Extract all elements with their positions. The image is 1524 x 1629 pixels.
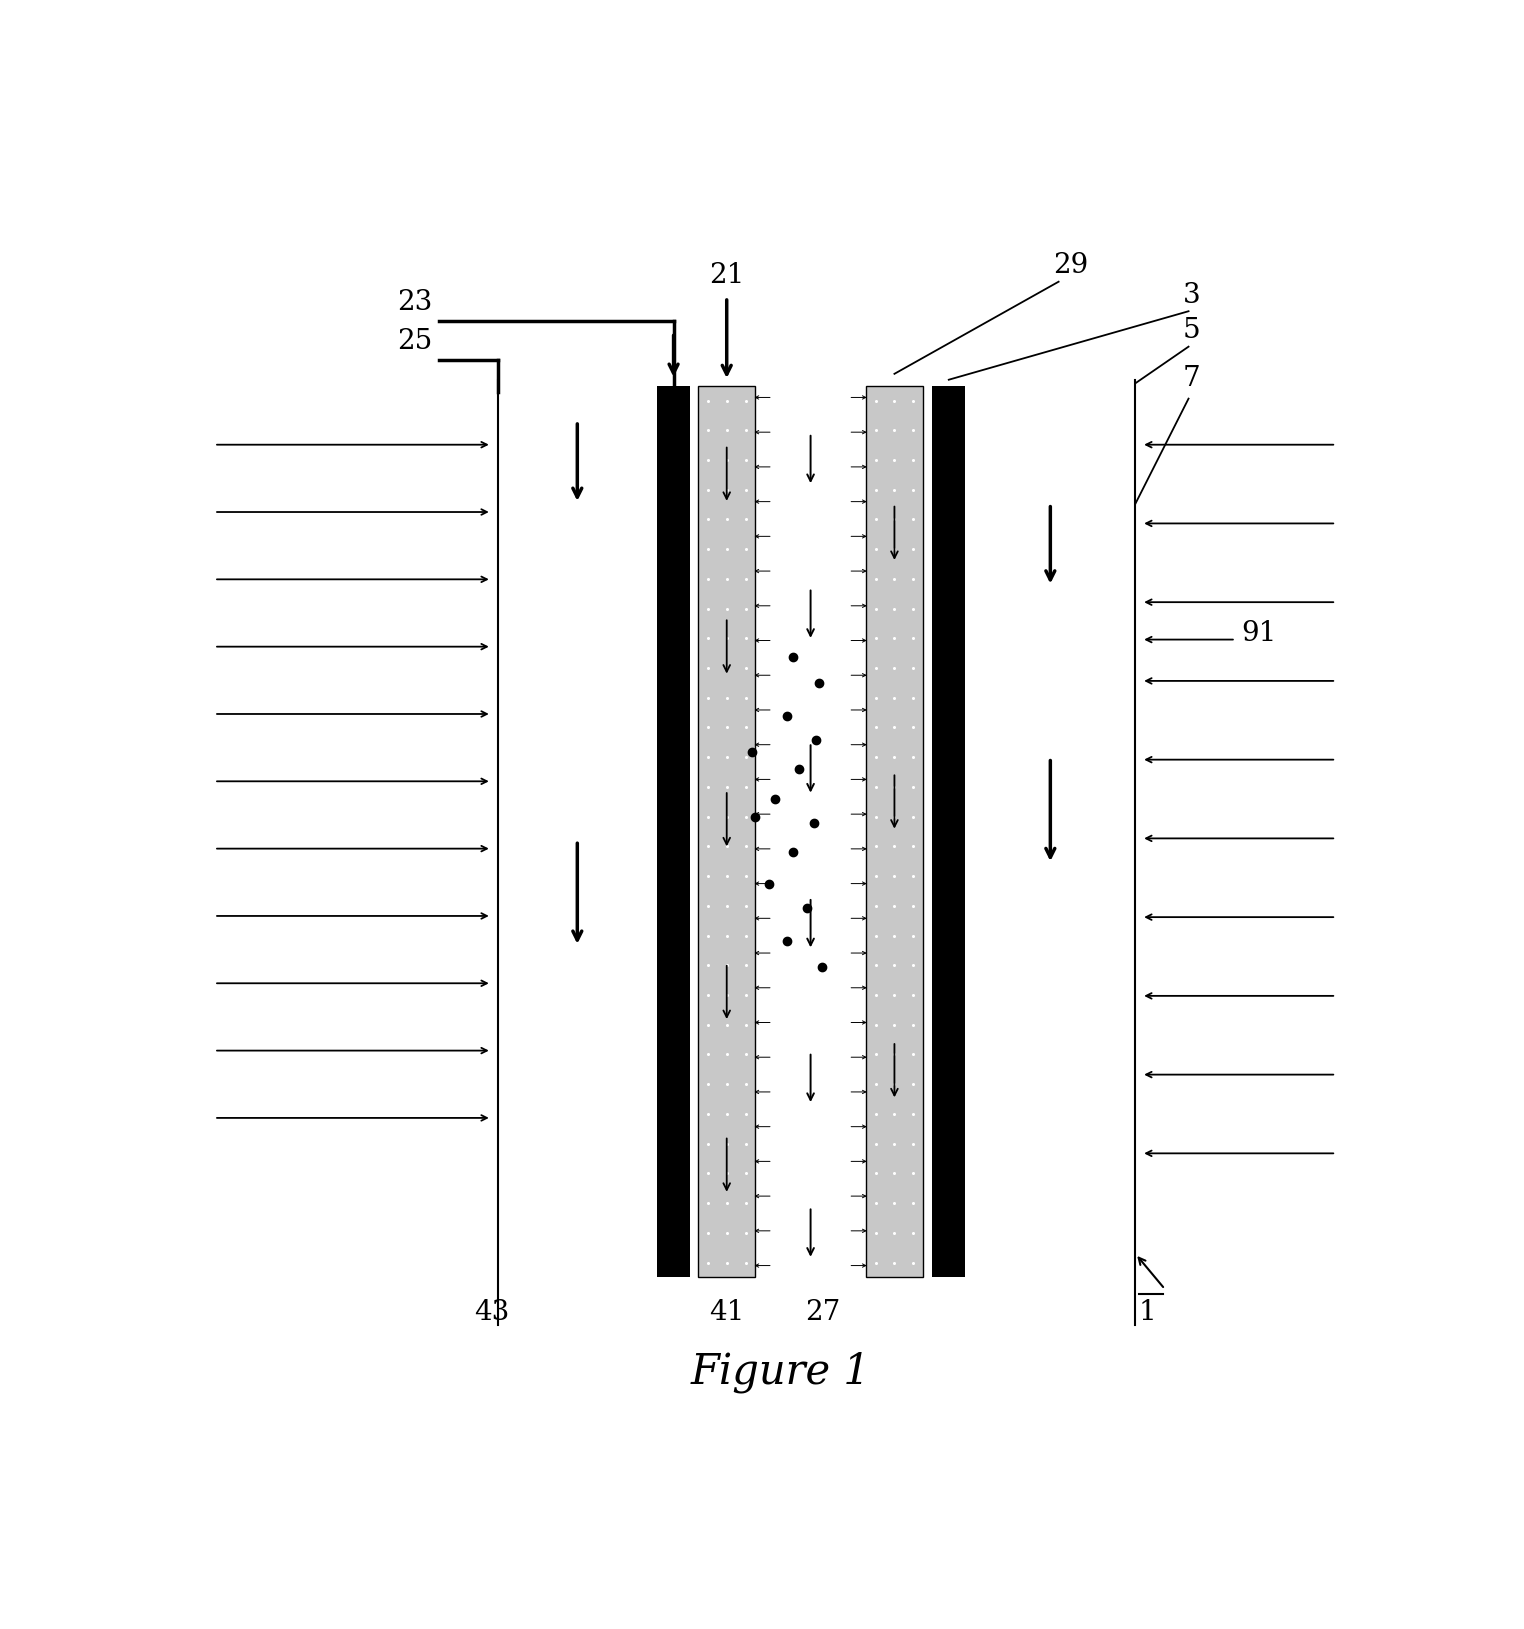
Text: 91: 91 <box>1242 621 1277 647</box>
Text: 23: 23 <box>398 288 433 316</box>
Bar <box>866 386 924 1277</box>
Text: 29: 29 <box>1053 252 1088 279</box>
Text: 1: 1 <box>1138 1298 1157 1326</box>
Bar <box>698 386 754 1277</box>
Text: 3: 3 <box>1183 282 1201 310</box>
Text: 7: 7 <box>1183 365 1201 391</box>
Text: 43: 43 <box>474 1298 509 1326</box>
Bar <box>657 386 690 1277</box>
Text: Figure 1: Figure 1 <box>690 1350 872 1393</box>
Text: 27: 27 <box>805 1298 840 1326</box>
Text: 5: 5 <box>1183 318 1201 344</box>
Text: 41: 41 <box>709 1298 744 1326</box>
Bar <box>933 386 965 1277</box>
Text: 25: 25 <box>398 327 433 355</box>
Text: 21: 21 <box>709 262 744 288</box>
